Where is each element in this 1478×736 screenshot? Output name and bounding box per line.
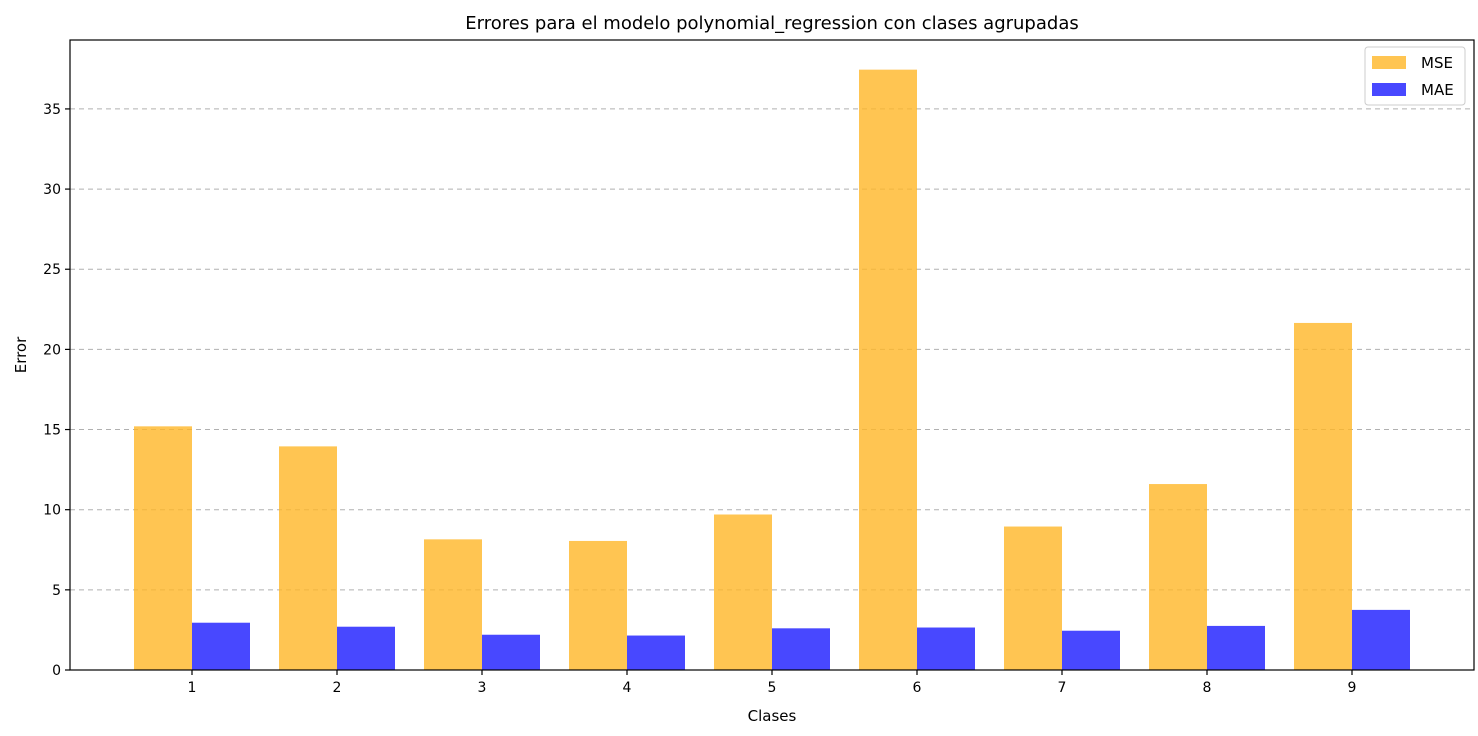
legend-swatch-mse: [1372, 56, 1406, 69]
y-axis-label: Error: [12, 336, 30, 373]
legend-swatch-mae: [1372, 83, 1406, 96]
x-tick-label: 4: [623, 680, 632, 696]
y-tick-label: 30: [43, 182, 61, 198]
bar-mse: [424, 539, 482, 670]
x-tick-label: 8: [1203, 680, 1212, 696]
legend-label-mae: MAE: [1421, 81, 1454, 99]
legend-label-mse: MSE: [1421, 54, 1453, 72]
y-axis: 0 5 10 15 20 25 30 35: [43, 102, 70, 679]
bar-mse: [279, 446, 337, 670]
y-tick-label: 25: [43, 262, 61, 278]
bar-mae: [337, 626, 395, 670]
x-tick-label: 5: [768, 680, 777, 696]
bar-mae: [627, 635, 685, 670]
bar-mae: [1352, 609, 1410, 670]
y-tick-label: 20: [43, 342, 61, 358]
bar-mse: [1004, 526, 1062, 670]
y-tick-label: 35: [43, 102, 61, 118]
x-tick-label: 9: [1348, 680, 1357, 696]
bar-mse: [714, 514, 772, 670]
bar-mae: [772, 628, 830, 670]
x-tick-label: 7: [1058, 680, 1067, 696]
x-tick-label: 2: [333, 680, 342, 696]
x-tick-label: 3: [478, 680, 487, 696]
bars: [134, 69, 1410, 670]
bar-mse: [859, 69, 917, 670]
bar-mse: [569, 540, 627, 670]
x-tick-label: 6: [913, 680, 922, 696]
y-tick-label: 10: [43, 503, 61, 519]
legend: MSE MAE: [1364, 46, 1466, 106]
bar-mae: [1062, 630, 1120, 670]
bar-mae: [917, 627, 975, 670]
bar-mae: [482, 634, 540, 670]
bar-mse: [1149, 484, 1207, 670]
x-axis: 1 2 3 4 5 6 7 8 9: [188, 670, 1357, 696]
x-tick-label: 1: [188, 680, 197, 696]
bar-mse: [1294, 322, 1352, 670]
y-tick-label: 0: [52, 663, 61, 679]
y-tick-label: 5: [52, 583, 61, 599]
x-axis-label: Clases: [748, 707, 797, 725]
bar-mae: [1207, 625, 1265, 670]
y-tick-label: 15: [43, 423, 61, 439]
bar-mse: [134, 426, 192, 670]
chart-title: Errores para el modelo polynomial_regres…: [465, 13, 1078, 34]
bar-mae: [192, 622, 250, 670]
